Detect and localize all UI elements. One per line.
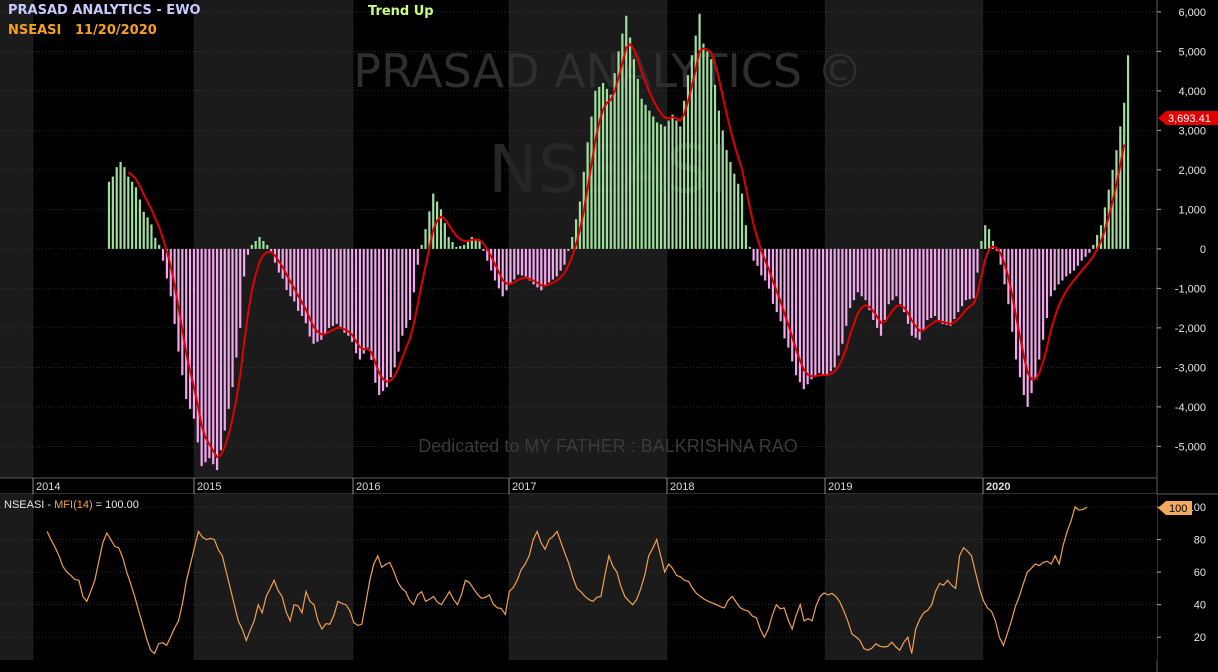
year-label: 2019 [828,481,852,493]
ewo-y-tick-label: 0 [1200,244,1206,256]
year-label: 2018 [670,481,694,493]
mfi-year-band [509,494,667,660]
mfi-year-band [983,494,1157,660]
ewo-y-tick-label: -2,000 [1175,323,1206,335]
year-label: 2016 [356,481,380,493]
symbol-date: NSEASI 11/20/2020 [8,23,157,38]
mfi-last-tag: 100 [1158,501,1192,515]
price-tag-label: 3,693.41 [1168,113,1211,125]
mfi-legend-suffix: = 100.00 [93,499,139,511]
mfi-year-band [194,494,353,660]
mfi-year-band [825,494,983,660]
ewo-bars [107,13,1130,471]
chart-title: PRASAD ANALYTICS - EWO [8,3,201,18]
price-tag-shape [1158,111,1218,125]
ewo-y-tick-label: -1,000 [1175,283,1206,295]
ewo-y-tick-label: 5,000 [1178,46,1206,58]
year-label: 2020 [986,481,1010,493]
year-band [825,0,983,478]
mfi-tag-label: 100 [1169,503,1187,515]
ewo-y-tick-label: 3,000 [1178,125,1206,137]
mfi-y-tick-label: 80 [1194,535,1206,547]
year-label: 2017 [512,481,536,493]
mfi-gridlines [0,494,1157,660]
mfi-line [46,505,1088,655]
mfi-year-bands [0,494,1157,660]
ewo-y-tick-label: -4,000 [1175,402,1206,414]
ewo-y-tick-label: 1,000 [1178,204,1206,216]
ewo-y-axis: 6,000 5,000 4,000 3,000 2,000 1,000 0 -1,000 -2,… [1157,7,1206,453]
mfi-year-band [0,494,33,660]
year-label: 2015 [197,481,221,493]
ewo-y-tick-label: 4,000 [1178,86,1206,98]
ewo-y-tick-label: 6,000 [1178,7,1206,19]
mfi-year-band [667,494,825,660]
ewo-y-tick-label: -5,000 [1175,441,1206,453]
year-axis: 2014 2015 2016 2017 2018 2019 2020 [32,478,1010,494]
year-band [0,0,33,478]
mfi-panel[interactable]: 100 80 60 40 20 NSEASI - MFI(14) = 100.00 10… [0,494,1206,660]
mfi-legend-prefix: NSEASI - [4,499,54,511]
mfi-legend-name: MFI(14) [54,499,93,511]
mfi-y-tick-label: 100 [1188,502,1206,514]
mfi-y-tick-label: 60 [1194,567,1206,579]
mfi-year-band [353,494,509,660]
mfi-tag-shape [1158,501,1192,515]
year-label: 2014 [36,481,60,493]
mfi-legend: NSEASI - MFI(14) = 100.00 [4,499,139,511]
ewo-signal-line [127,42,1126,459]
mfi-y-tick-label: 40 [1194,600,1206,612]
mfi-year-band [33,494,194,660]
ewo-y-tick-label: -3,000 [1175,362,1206,374]
year-band [983,0,1157,478]
ewo-y-tick-label: 2,000 [1178,165,1206,177]
last-price-tag: 3,693.41 [1158,111,1218,125]
mfi-y-tick-label: 20 [1194,632,1206,644]
mfi-y-axis: 100 80 60 40 20 [1157,502,1206,644]
dedication-watermark: Dedicated to MY FATHER : BALKRISHNA RAO [418,436,797,456]
trend-status: Trend Up [368,4,434,19]
